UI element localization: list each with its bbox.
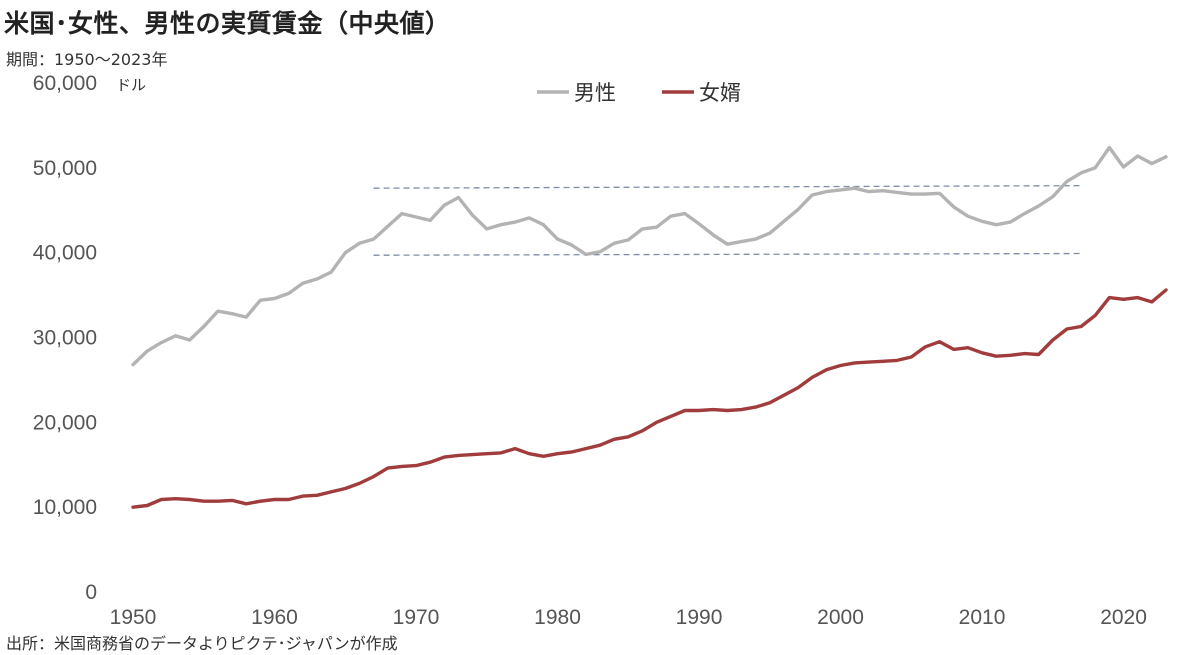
chart-subtitle: 期間：1950～2023年 (6, 50, 168, 69)
series-line-male (131, 145, 1168, 367)
x-tick-label: 2020 (1100, 606, 1147, 629)
x-tick-label: 2010 (959, 606, 1006, 629)
x-tick-label: 1980 (534, 606, 581, 629)
x-tick-label: 1970 (393, 606, 440, 629)
y-tick-label: 30,000 (33, 327, 97, 350)
x-tick-label: 1960 (251, 606, 298, 629)
x-tick-label: 1990 (676, 606, 723, 629)
series-lines (131, 145, 1168, 509)
series-line-female (131, 288, 1168, 509)
reference-dashed-line (373, 184, 1082, 189)
y-tick-label: 10,000 (33, 496, 97, 519)
reference-lines (373, 184, 1082, 256)
y-axis-unit-label: ドル (116, 76, 146, 94)
chart-title: 米国･女性、男性の実質賃金（中央値） (4, 9, 451, 38)
y-tick-label: 60,000 (33, 72, 97, 95)
x-tick-label: 1950 (110, 606, 157, 629)
y-tick-label: 50,000 (33, 157, 97, 180)
legend-label: 男性 (574, 81, 616, 105)
source-note: 出所：米国商務省のデータよりピクテ･ジャパンが作成 (6, 634, 398, 653)
y-axis-ticks: 0 10,000 20,000 30,000 40,000 50,000 60,000 (33, 72, 97, 604)
x-axis-ticks: 1950 1960 1970 1980 1990 2000 2010 2020 (110, 606, 1147, 629)
y-tick-label: 0 (85, 581, 97, 604)
y-tick-label: 40,000 (33, 242, 97, 265)
legend: 男性 女婿 (537, 81, 741, 105)
y-tick-label: 20,000 (33, 411, 97, 434)
legend-label: 女婿 (699, 81, 741, 105)
reference-dashed-line (373, 252, 1082, 256)
x-tick-label: 2000 (817, 606, 864, 629)
